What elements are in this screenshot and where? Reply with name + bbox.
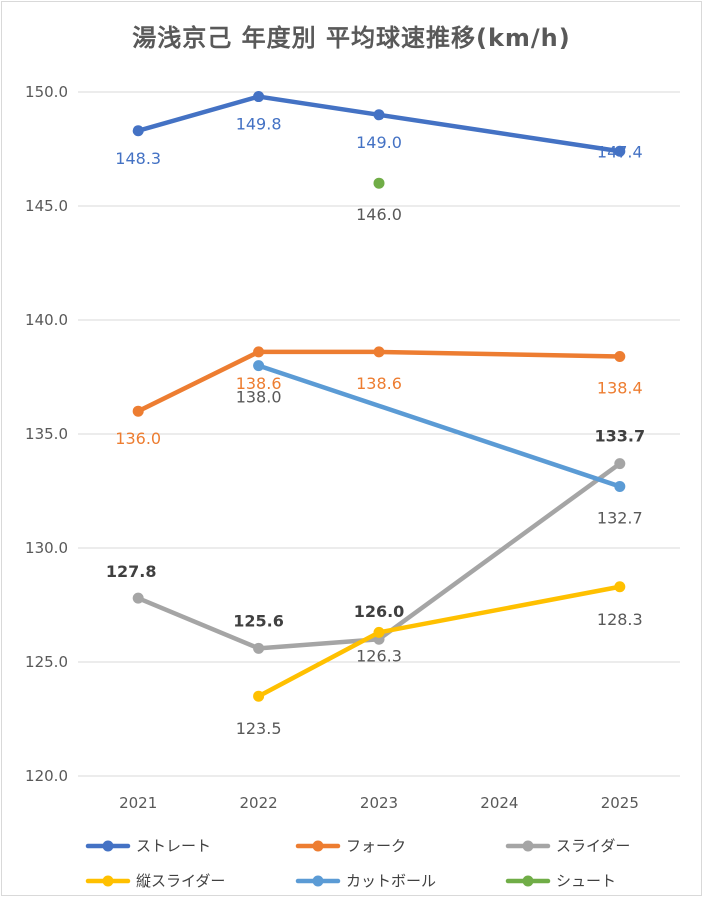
x-tick-label: 2021 <box>119 794 157 812</box>
data-point <box>132 592 144 604</box>
data-label: 125.6 <box>233 611 284 630</box>
data-point <box>253 91 265 103</box>
series-line <box>135 461 623 651</box>
y-tick-label: 140.0 <box>25 311 68 329</box>
legend-label: カットボール <box>346 872 436 890</box>
data-label: 138.4 <box>597 378 643 397</box>
data-point <box>373 346 385 358</box>
data-label: 138.6 <box>236 374 282 393</box>
x-tick-label: 2025 <box>601 794 639 812</box>
data-label: 138.6 <box>356 374 402 393</box>
data-point <box>253 346 265 358</box>
x-tick-label: 2023 <box>360 794 398 812</box>
data-point <box>373 177 385 189</box>
legend-label: フォーク <box>346 837 406 855</box>
data-label: 146.0 <box>356 205 402 224</box>
data-point <box>132 125 144 137</box>
legend-swatch-marker <box>312 875 324 887</box>
chart-title: 湯浅京己 年度別 平均球速推移(km/h) <box>132 24 571 52</box>
legend-label: スライダー <box>556 837 630 855</box>
data-point <box>614 458 626 470</box>
data-point <box>132 405 144 417</box>
y-tick-label: 145.0 <box>25 197 68 215</box>
data-label: 127.8 <box>106 562 157 581</box>
data-point <box>614 350 626 362</box>
data-point <box>614 581 626 593</box>
data-point <box>614 480 626 492</box>
legend-swatch-marker <box>522 840 534 852</box>
data-point <box>253 642 265 654</box>
y-tick-label: 125.0 <box>25 653 68 671</box>
legend-swatch-marker <box>522 875 534 887</box>
y-tick-label: 120.0 <box>25 767 68 785</box>
data-label: 147.4 <box>597 142 643 161</box>
data-point <box>373 109 385 121</box>
data-label: 138.0 <box>236 388 282 407</box>
data-label: 128.3 <box>597 610 643 629</box>
data-label: 149.0 <box>356 133 402 152</box>
data-point <box>373 626 385 638</box>
data-label: 149.8 <box>236 115 282 134</box>
legend-swatch-marker <box>312 840 324 852</box>
legend-swatch-marker <box>102 875 114 887</box>
legend-label: シュート <box>556 872 616 890</box>
data-point <box>614 145 626 157</box>
series-line <box>135 94 623 154</box>
series-line <box>256 584 623 699</box>
data-point <box>253 360 265 372</box>
y-tick-label: 135.0 <box>25 425 68 443</box>
legend-label: 縦スライダー <box>136 872 225 890</box>
legend-label: ストレート <box>136 837 211 855</box>
data-label: 148.3 <box>115 149 161 168</box>
data-label: 126.3 <box>356 646 402 665</box>
data-label: 126.0 <box>354 602 405 621</box>
x-tick-label: 2024 <box>480 794 518 812</box>
legend-swatch-marker <box>102 840 114 852</box>
y-tick-label: 130.0 <box>25 539 68 557</box>
series-line <box>135 349 623 414</box>
data-label: 133.7 <box>594 427 645 446</box>
data-label: 123.5 <box>236 719 282 738</box>
y-tick-label: 150.0 <box>25 83 68 101</box>
data-point <box>253 690 265 702</box>
data-label: 136.0 <box>115 429 161 448</box>
series-line <box>256 363 623 489</box>
x-tick-label: 2022 <box>240 794 278 812</box>
data-label: 132.7 <box>597 508 643 527</box>
